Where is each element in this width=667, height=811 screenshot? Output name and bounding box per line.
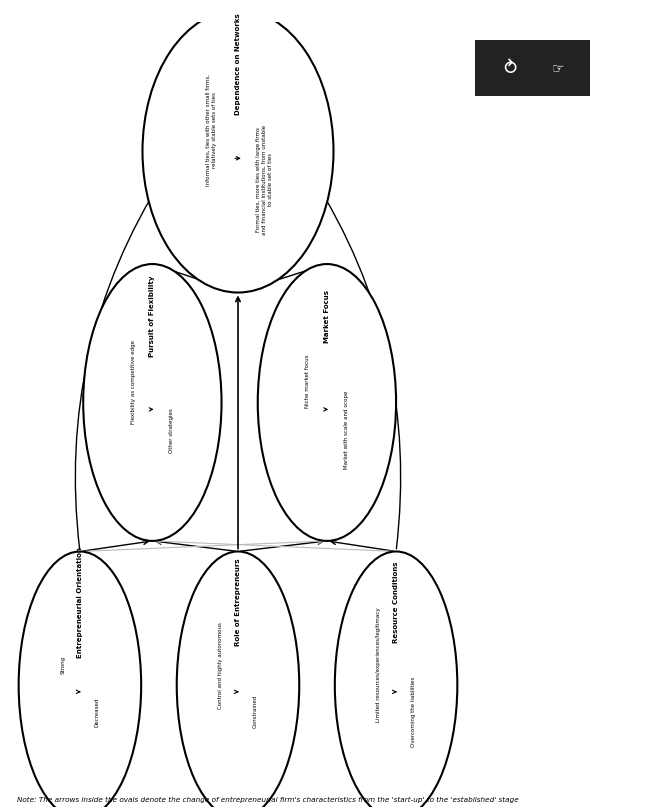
Text: Strong: Strong	[60, 656, 65, 674]
Text: Pursuit of Flexibility: Pursuit of Flexibility	[149, 276, 155, 358]
Text: Other strategies: Other strategies	[169, 408, 174, 453]
Text: Formal ties, more ties with large firms
and financial institutions, from unstabl: Formal ties, more ties with large firms …	[256, 124, 273, 234]
Text: Entrepreneurial Orientation: Entrepreneurial Orientation	[77, 547, 83, 658]
Ellipse shape	[335, 551, 458, 811]
Text: ☞: ☞	[552, 61, 564, 75]
Ellipse shape	[83, 264, 221, 541]
Text: ⥁: ⥁	[503, 58, 516, 78]
FancyBboxPatch shape	[475, 40, 590, 97]
Text: Market with scale and scope: Market with scale and scope	[344, 391, 349, 470]
Text: Dependence on Networks: Dependence on Networks	[235, 13, 241, 114]
Ellipse shape	[177, 551, 299, 811]
Text: Resource Conditions: Resource Conditions	[393, 561, 399, 643]
Text: Niche market focus: Niche market focus	[305, 355, 310, 409]
Text: Constrained: Constrained	[253, 695, 257, 728]
Text: Flexibility as competitive edge: Flexibility as competitive edge	[131, 340, 135, 423]
Text: Overcoming the liabilities: Overcoming the liabilities	[411, 676, 416, 747]
Ellipse shape	[143, 10, 334, 293]
Text: Note: The arrows inside the ovals denote the change of entrepreneurial firm's ch: Note: The arrows inside the ovals denote…	[17, 796, 519, 803]
Text: Role of Entrepreneurs: Role of Entrepreneurs	[235, 559, 241, 646]
Text: Decreased: Decreased	[95, 697, 99, 727]
Ellipse shape	[19, 551, 141, 811]
Text: Control and highly autonomous: Control and highly autonomous	[218, 622, 223, 709]
Ellipse shape	[257, 264, 396, 541]
Text: Market Focus: Market Focus	[324, 290, 330, 343]
Text: Limited resources/experiences/legitimacy: Limited resources/experiences/legitimacy	[376, 607, 382, 723]
Text: Informal ties, ties with other small firms,
relatively stable sets of ties: Informal ties, ties with other small fir…	[206, 74, 217, 186]
